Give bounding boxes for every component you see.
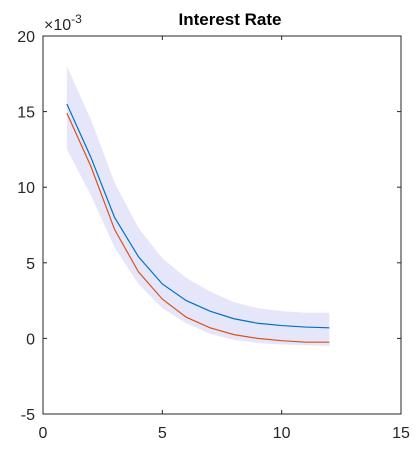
chart-title: Interest Rate <box>179 10 282 29</box>
tick-marks <box>42 35 402 415</box>
confidence-band <box>66 66 330 346</box>
x-tick-label: 10 <box>273 425 291 442</box>
y-tick-label: 0 <box>26 331 35 348</box>
y-exponent-power: -3 <box>71 12 82 26</box>
y-tick-label: 15 <box>17 105 35 122</box>
y-axis-exponent: ×10-3 <box>44 12 82 34</box>
series-line-1 <box>66 103 330 329</box>
series-line-2 <box>66 112 330 343</box>
y-tick-label: 20 <box>17 29 35 46</box>
y-tick-label: -5 <box>21 407 35 424</box>
x-tick-label: 15 <box>392 425 410 442</box>
x-tick-label: 5 <box>158 425 167 442</box>
confidence-band-layer <box>66 66 330 346</box>
y-tick-label: 10 <box>17 180 35 197</box>
y-exponent-base: ×10 <box>44 17 71 34</box>
x-tick-label: 0 <box>39 425 48 442</box>
x-tick-labels: 0 5 10 15 <box>39 425 410 442</box>
y-tick-labels: -5 0 5 10 15 20 <box>17 29 35 424</box>
series-lines-layer <box>66 103 330 343</box>
y-tick-label: 5 <box>26 256 35 273</box>
axes-box <box>42 35 402 415</box>
